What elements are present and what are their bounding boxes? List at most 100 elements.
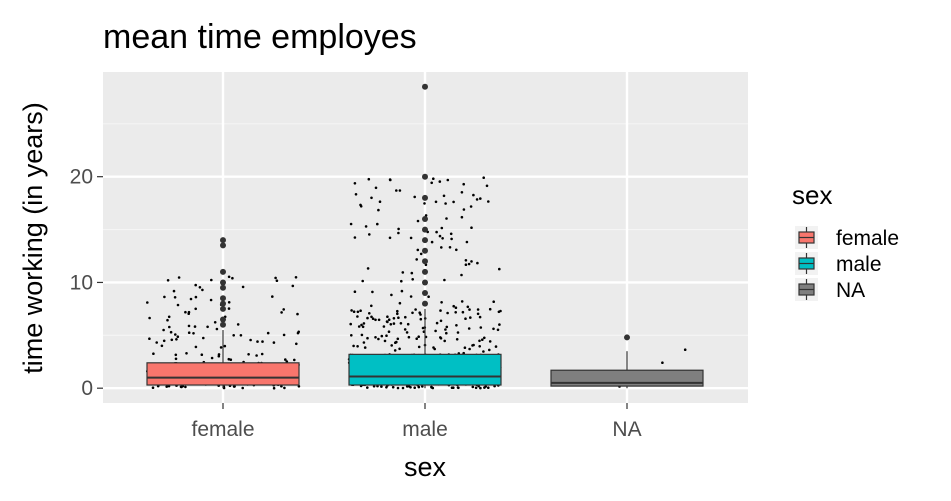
data-point <box>272 341 276 344</box>
y-tick-label: 0 <box>81 377 93 400</box>
data-point <box>280 311 283 314</box>
data-point <box>444 202 447 205</box>
data-point <box>476 261 479 265</box>
data-point <box>396 386 400 390</box>
data-point <box>410 271 414 275</box>
data-point <box>152 352 155 356</box>
data-point <box>249 338 252 342</box>
data-point <box>440 301 443 304</box>
data-point <box>452 304 456 308</box>
outlier-point <box>220 268 226 275</box>
data-point <box>160 344 164 348</box>
data-point <box>239 334 243 337</box>
data-point <box>165 385 168 388</box>
data-point <box>466 305 470 309</box>
data-point <box>392 322 396 325</box>
x-axis-ticks: female male NA <box>191 403 642 441</box>
data-point <box>386 320 389 324</box>
outlier-point <box>422 279 428 286</box>
data-point <box>198 286 202 289</box>
data-point <box>395 340 398 344</box>
data-point <box>176 335 180 339</box>
data-point <box>388 236 392 240</box>
data-point <box>409 295 413 298</box>
data-point <box>366 316 369 320</box>
data-point <box>187 312 190 316</box>
data-point <box>360 333 364 337</box>
legend-label: NA <box>836 279 865 302</box>
data-point <box>282 333 286 337</box>
data-point <box>406 322 410 326</box>
data-point <box>385 386 388 389</box>
outlier-point <box>422 258 428 265</box>
data-point <box>163 295 166 299</box>
data-point <box>172 289 176 293</box>
data-point <box>294 276 298 279</box>
data-point <box>184 385 187 389</box>
outlier-point <box>422 173 428 180</box>
data-point <box>275 279 279 283</box>
data-point <box>455 338 459 341</box>
data-point <box>386 315 389 319</box>
data-point <box>229 358 233 362</box>
data-point <box>370 304 373 308</box>
data-point <box>393 349 397 352</box>
data-point <box>177 276 181 279</box>
data-point <box>468 347 471 351</box>
data-point <box>219 346 223 349</box>
data-point <box>435 230 438 234</box>
data-point <box>440 246 443 249</box>
data-point <box>227 307 231 310</box>
data-point <box>362 341 366 344</box>
data-point <box>390 344 394 347</box>
data-point <box>370 196 373 200</box>
data-point <box>376 222 379 226</box>
data-point <box>430 240 434 244</box>
data-point <box>416 248 420 252</box>
data-point <box>367 177 371 181</box>
legend-item-male: male <box>795 252 882 276</box>
outlier-point <box>422 215 428 222</box>
data-point <box>494 345 498 348</box>
data-point <box>470 260 473 263</box>
data-point <box>202 336 205 340</box>
data-point <box>488 340 492 343</box>
data-point <box>456 331 460 334</box>
data-point <box>184 310 187 314</box>
data-point <box>452 200 455 204</box>
data-point <box>148 337 151 341</box>
box <box>146 362 300 386</box>
data-point <box>487 200 490 203</box>
data-point <box>176 303 180 307</box>
outlier-point <box>220 300 226 307</box>
data-point <box>407 335 411 339</box>
data-point <box>193 325 197 328</box>
data-point <box>478 315 482 319</box>
data-point <box>405 331 409 334</box>
data-point <box>194 345 198 349</box>
data-point <box>468 308 471 311</box>
outlier-point <box>220 321 226 328</box>
data-point <box>467 327 471 330</box>
data-point <box>363 346 367 349</box>
data-point <box>423 202 426 205</box>
data-point <box>385 334 388 338</box>
outlier-point <box>220 305 226 312</box>
legend-label: male <box>836 253 882 276</box>
data-point <box>482 350 485 353</box>
data-point <box>297 330 301 334</box>
data-point <box>455 324 458 327</box>
data-point <box>179 385 183 389</box>
data-point <box>417 335 421 339</box>
data-point <box>374 186 378 190</box>
data-point <box>398 301 402 305</box>
data-point <box>462 182 466 186</box>
data-point <box>456 386 460 389</box>
data-point <box>413 386 417 390</box>
data-point <box>498 267 501 271</box>
data-point <box>352 310 356 314</box>
data-point <box>400 279 403 283</box>
data-point <box>232 385 236 388</box>
data-point <box>215 327 219 331</box>
data-point <box>194 283 197 287</box>
